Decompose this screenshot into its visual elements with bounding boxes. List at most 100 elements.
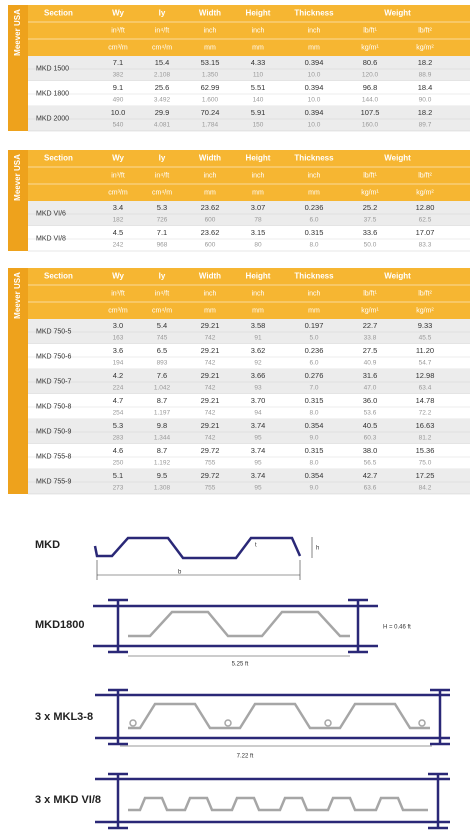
unit: lb/ft² — [418, 27, 432, 34]
value-metric: 6.0 — [309, 217, 318, 224]
section-name: MKD VI/6 — [36, 210, 66, 217]
value: 4.6 — [113, 446, 123, 455]
value-metric: 9.0 — [309, 485, 318, 492]
unit: in⁴/ft — [155, 27, 169, 34]
value-metric: 755 — [205, 460, 216, 467]
value: 8.7 — [157, 396, 167, 405]
interlocks — [129, 719, 426, 727]
value: 22.7 — [363, 321, 378, 330]
value-metric: 84.2 — [419, 485, 432, 492]
header-bg — [28, 268, 470, 319]
value: 3.4 — [113, 203, 123, 212]
value-metric: 600 — [205, 217, 216, 224]
value-metric: 150 — [253, 122, 264, 129]
value-metric: 1.308 — [154, 485, 171, 492]
column-header: Section — [44, 272, 73, 281]
profile — [128, 702, 430, 730]
value-metric: 4.081 — [154, 122, 171, 129]
column-header: Wy — [112, 272, 124, 281]
value-metric: 94 — [254, 410, 262, 417]
section-name: MKD 750-7 — [36, 378, 72, 385]
unit: lb/ft¹ — [363, 290, 377, 297]
header-bg — [28, 150, 470, 201]
value-metric: 80 — [254, 242, 262, 249]
value-metric: 140 — [253, 97, 264, 104]
value-metric: 90.0 — [419, 97, 432, 104]
value-metric: 742 — [205, 435, 216, 442]
row-bg — [28, 419, 470, 444]
value-metric: 224 — [113, 385, 124, 392]
value-metric: 95 — [254, 435, 262, 442]
value: 25.2 — [363, 203, 378, 212]
value-metric: 8.0 — [309, 460, 318, 467]
unit: inch — [204, 27, 217, 34]
value-metric: 1.197 — [154, 410, 171, 417]
value-metric: 742 — [205, 410, 216, 417]
column-header: Weight — [384, 272, 411, 281]
unit: kg/m¹ — [361, 189, 379, 196]
value-metric: 62.5 — [419, 217, 432, 224]
column-header: Section — [44, 9, 73, 18]
value: 15.36 — [416, 446, 435, 455]
value: 0.276 — [305, 371, 324, 380]
value-metric: 540 — [113, 122, 124, 129]
value-metric: 1.784 — [202, 122, 219, 129]
value: 3.6 — [113, 346, 123, 355]
value-metric: 8.0 — [309, 410, 318, 417]
value: 36.0 — [363, 396, 378, 405]
value: 3.66 — [251, 371, 266, 380]
value-metric: 50.0 — [364, 242, 377, 249]
beam — [108, 772, 448, 830]
unit: inch — [252, 290, 265, 297]
row-bg — [28, 56, 470, 81]
section-name: MKD 750-8 — [36, 403, 72, 410]
diagram-title: 3 x MKL3-8 — [35, 711, 93, 723]
value: 42.7 — [363, 471, 378, 480]
label: t — [255, 543, 257, 549]
beam — [108, 688, 450, 746]
column-header: Width — [199, 272, 221, 281]
value-metric: 968 — [157, 242, 168, 249]
unit: inch — [252, 172, 265, 179]
unit: lb/ft¹ — [363, 27, 377, 34]
diagram-title: 3 x MKD VI/8 — [35, 794, 101, 806]
value-metric: 742 — [205, 335, 216, 342]
unit: mm — [252, 307, 264, 314]
unit: mm — [204, 44, 216, 51]
value-metric: 283 — [113, 435, 124, 442]
unit: inch — [204, 290, 217, 297]
value: 7.1 — [113, 58, 123, 67]
column-header: Iy — [159, 9, 166, 18]
unit: cm³/m — [108, 44, 128, 51]
row-bg — [28, 81, 470, 106]
value: 4.5 — [113, 228, 123, 237]
value: 0.315 — [305, 396, 324, 405]
unit: cm⁴/m — [152, 189, 172, 196]
value: 31.6 — [363, 371, 378, 380]
value: 5.1 — [113, 471, 123, 480]
value-metric: 72.2 — [419, 410, 432, 417]
row-bg — [28, 201, 470, 226]
row-bg — [28, 369, 470, 394]
row-bg — [28, 106, 470, 131]
value-metric: 81.2 — [419, 435, 432, 442]
value-metric: 1.350 — [202, 72, 219, 79]
value-metric: 53.6 — [364, 410, 377, 417]
column-header: Weight — [384, 9, 411, 18]
value: 80.6 — [363, 58, 378, 67]
side-label: Meever USA — [13, 272, 22, 319]
column-header: Wy — [112, 9, 124, 18]
column-header: Weight — [384, 154, 411, 163]
value: 6.5 — [157, 346, 167, 355]
value: 4.7 — [113, 396, 123, 405]
unit: mm — [308, 307, 320, 314]
value-metric: 8.0 — [309, 242, 318, 249]
value: 23.62 — [201, 228, 220, 237]
unit: kg/m¹ — [361, 307, 379, 314]
column-header: Thickness — [294, 272, 334, 281]
value: 0.394 — [305, 58, 324, 67]
value: 29.21 — [201, 371, 220, 380]
value-metric: 1.344 — [154, 435, 171, 442]
value-metric: 5.0 — [309, 335, 318, 342]
unit: in³/ft — [111, 290, 125, 297]
